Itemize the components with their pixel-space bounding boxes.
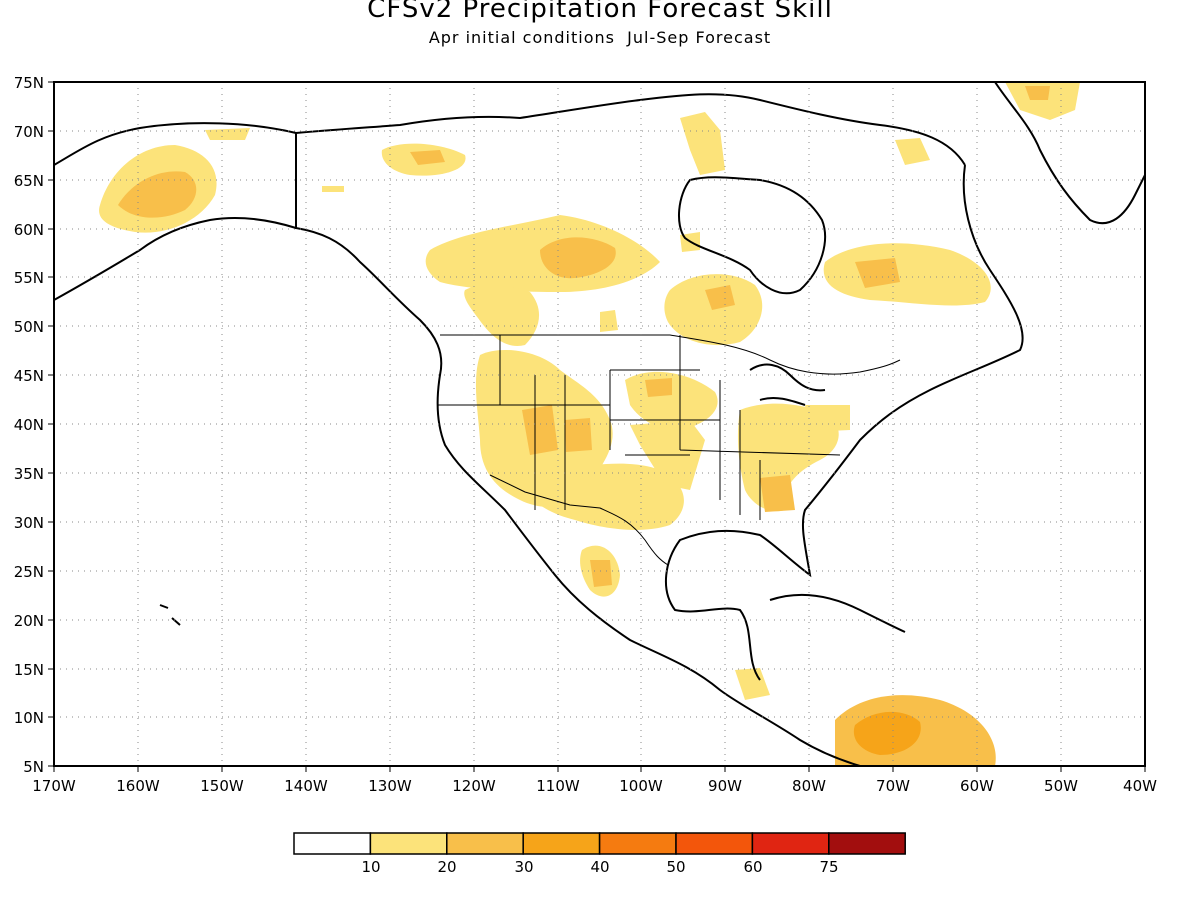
skill-area-western-canada-core (540, 237, 616, 279)
colorbar-labels: 10 20 30 40 50 60 75 (361, 858, 838, 876)
lat-label: 50N (14, 318, 44, 336)
lat-label: 45N (14, 367, 44, 385)
lat-label: 20N (14, 612, 44, 630)
lon-label: 170W (32, 777, 76, 795)
skill-area-south-america-core (853, 711, 921, 755)
skill-area-sask (600, 310, 618, 332)
coastline-alaska (54, 122, 861, 766)
coastline-great-lakes (749, 363, 826, 406)
lon-label: 130W (368, 777, 412, 795)
colorbar-swatch (446, 832, 524, 855)
colorbar-label: 40 (590, 858, 609, 876)
skill-area-us-west-core (522, 405, 558, 455)
skill-area-quebec-core (855, 258, 900, 288)
border-states (437, 335, 841, 520)
map-title: CFSv2 Precipitation Forecast Skill (367, 0, 833, 24)
skill-area-nw-canada-core (410, 150, 445, 165)
coastlines (54, 82, 1145, 766)
coastline-greenland (994, 82, 1145, 225)
colorbar-swatch (598, 832, 677, 855)
lat-label: 15N (14, 661, 44, 679)
political-borders (295, 133, 901, 566)
skill-area-ontario-core (705, 285, 735, 310)
colorbar-label: 30 (514, 858, 533, 876)
colorbar-swatch (293, 832, 372, 855)
axis-ticks (48, 81, 1146, 772)
skill-area-small-1 (322, 186, 344, 192)
skill-area-greenland-core (1025, 86, 1050, 100)
skill-area-alberta (464, 284, 540, 346)
lon-label: 70W (876, 777, 910, 795)
skill-area-central-america (735, 668, 770, 700)
lat-label: 35N (14, 465, 44, 483)
lon-label: 100W (619, 777, 663, 795)
lon-label: 80W (792, 777, 826, 795)
lat-label: 55N (14, 269, 44, 287)
skill-area-georgia-core (760, 475, 795, 512)
border-us-mexico (489, 474, 669, 566)
colorbar-label: 60 (743, 858, 762, 876)
skill-area-arctic-2 (895, 138, 930, 165)
lon-label: 150W (200, 777, 244, 795)
lat-label: 40N (14, 416, 44, 434)
lon-label: 90W (708, 777, 742, 795)
lat-label: 10N (14, 709, 44, 727)
coastline-east (664, 164, 1024, 681)
colorbar-label: 75 (819, 858, 838, 876)
lat-labels: 75N 70N 65N 60N 55N 50N 45N 40N 35N 30N … (14, 74, 44, 776)
skill-area-plains-core (645, 378, 672, 397)
coastline-cuba (769, 593, 906, 633)
lon-label: 60W (960, 777, 994, 795)
lon-label: 40W (1123, 777, 1157, 795)
skill-area-alaska-core (118, 171, 197, 218)
graticule (54, 82, 1145, 766)
colorbar-swatch (522, 832, 601, 855)
lon-label: 140W (284, 777, 328, 795)
coastline-arctic (295, 93, 966, 166)
skill-area-mexico-core (590, 560, 612, 587)
skill-area-arctic (680, 112, 725, 175)
lon-ticks (53, 766, 1146, 772)
coastline-hudson-bay (678, 176, 826, 295)
skill-area-quebec (823, 243, 991, 306)
skill-area-northeast (805, 405, 850, 432)
lon-label: 120W (452, 777, 496, 795)
skill-area-southwest (520, 463, 684, 530)
coastline-hawaii (159, 604, 181, 626)
colorbar-swatch (675, 832, 754, 855)
colorbar (293, 832, 906, 855)
lon-label: 110W (536, 777, 580, 795)
colorbar-label: 50 (666, 858, 685, 876)
border-us-canada (440, 334, 901, 375)
colorbar-label: 10 (361, 858, 380, 876)
lat-label: 65N (14, 172, 44, 190)
lat-ticks (48, 81, 54, 767)
skill-area-greenland (1005, 82, 1080, 120)
lon-label: 50W (1044, 777, 1078, 795)
skill-area-alaska-north (205, 128, 250, 140)
lat-label: 5N (23, 758, 44, 776)
map-subtitle: Apr initial conditions Jul-Sep Forecast (428, 28, 772, 47)
colorbar-swatch (828, 832, 906, 855)
colorbar-swatch (369, 832, 448, 855)
skill-area-us-west-core2 (565, 418, 592, 452)
coastline-alaska-south (54, 217, 297, 301)
lat-label: 70N (14, 123, 44, 141)
skill-shading (99, 82, 1080, 766)
lat-label: 25N (14, 563, 44, 581)
lon-labels: 170W 160W 150W 140W 130W 120W 110W 100W … (32, 777, 1157, 795)
lat-label: 30N (14, 514, 44, 532)
lon-label: 160W (116, 777, 160, 795)
lat-label: 60N (14, 221, 44, 239)
colorbar-label: 20 (437, 858, 456, 876)
lat-label: 75N (14, 74, 44, 92)
colorbar-swatch (751, 832, 830, 855)
